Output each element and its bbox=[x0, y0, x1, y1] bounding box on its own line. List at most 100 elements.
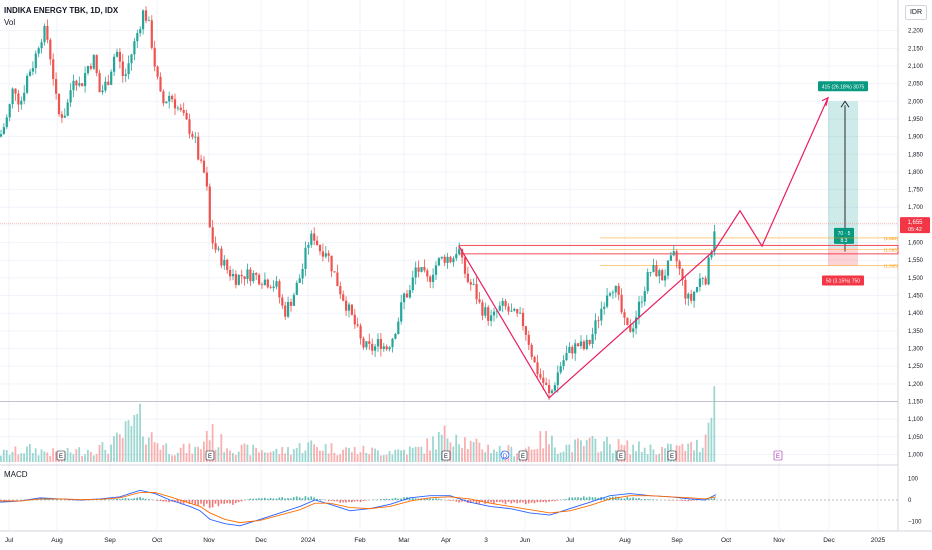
time-tick-label: Sep bbox=[671, 537, 683, 544]
candle-body bbox=[455, 253, 458, 259]
volume-bar bbox=[278, 454, 281, 462]
target-label-box bbox=[818, 81, 868, 92]
candle-body bbox=[26, 75, 29, 93]
candle-body bbox=[568, 346, 571, 353]
macd-hist-bar bbox=[284, 498, 286, 500]
volume-bar bbox=[646, 454, 649, 462]
candle-body bbox=[327, 253, 330, 256]
candle-body bbox=[339, 286, 342, 295]
volume-bar bbox=[406, 454, 408, 462]
candle-body bbox=[516, 309, 519, 314]
price-axis[interactable]: 1,000 1,050 1,100 1,150 1,200 1,250 1,300 1,350… bbox=[908, 29, 924, 459]
candle-body bbox=[545, 382, 548, 385]
candle-body bbox=[234, 274, 237, 285]
currency-button[interactable]: IDR bbox=[905, 5, 927, 20]
price-tick-label: 1,150 bbox=[908, 399, 924, 405]
macd-hist-bar bbox=[124, 498, 127, 500]
candle-body bbox=[579, 341, 583, 347]
candle-body bbox=[121, 61, 124, 76]
time-tick-label: Jun bbox=[520, 537, 531, 544]
candle-body bbox=[655, 265, 658, 277]
candle-body bbox=[63, 115, 66, 118]
volume-bar bbox=[350, 452, 353, 462]
candle-body bbox=[150, 20, 153, 48]
volume-bar bbox=[397, 449, 400, 462]
volume-bar bbox=[234, 454, 237, 462]
candle-body bbox=[666, 260, 670, 276]
volume-bar bbox=[298, 443, 301, 462]
symbol-title[interactable]: INDIKA ENERGY TBK, 1D, IDX bbox=[4, 6, 119, 15]
candle-body bbox=[635, 317, 638, 329]
volume-bar bbox=[693, 450, 695, 462]
volume-bar bbox=[411, 447, 414, 462]
macd-hist-bar bbox=[240, 500, 243, 502]
candle-body bbox=[606, 295, 609, 307]
volume-bar bbox=[365, 452, 368, 462]
macd-hist-bar bbox=[391, 498, 394, 500]
macd-hist-bar bbox=[556, 500, 559, 501]
candle-body bbox=[258, 274, 261, 285]
macd-hist-bar bbox=[269, 497, 272, 500]
volume-bar bbox=[606, 436, 608, 462]
macd-hist-bar bbox=[519, 500, 521, 503]
macd-hist-bar bbox=[272, 498, 275, 500]
macd-hist-bar bbox=[116, 498, 118, 500]
volume-bar bbox=[498, 445, 501, 462]
candle-body bbox=[594, 320, 597, 335]
volume-bar bbox=[385, 454, 388, 462]
candle-body bbox=[475, 283, 478, 300]
volume-bar bbox=[243, 443, 246, 462]
candle-body bbox=[365, 341, 368, 348]
macd-hist-bar bbox=[461, 500, 463, 502]
earnings-marker bbox=[616, 450, 626, 461]
candle-body bbox=[527, 334, 530, 345]
volume-bar bbox=[214, 449, 217, 462]
volume-bar bbox=[133, 414, 136, 462]
volume-bar bbox=[162, 445, 165, 462]
pattern-drawing[interactable] bbox=[458, 96, 829, 399]
candle-body bbox=[223, 259, 226, 266]
volume-bar bbox=[449, 442, 452, 462]
candle-body bbox=[533, 356, 536, 363]
candle-body bbox=[472, 283, 475, 285]
macd-hist-bar bbox=[298, 497, 301, 500]
candle-body bbox=[672, 251, 675, 256]
volume-bar bbox=[571, 452, 574, 462]
macd-hist-bar bbox=[469, 500, 472, 503]
volume-bar bbox=[159, 449, 162, 462]
macd-hist-bar bbox=[226, 500, 228, 504]
volume-bar bbox=[26, 446, 28, 462]
volume-bar bbox=[179, 447, 182, 462]
macd-hist-bar bbox=[684, 500, 687, 501]
volume-bar bbox=[150, 432, 153, 462]
volume-bar bbox=[98, 444, 101, 462]
volume-bar bbox=[321, 450, 324, 462]
volume-bar bbox=[113, 436, 115, 462]
v-pattern-line bbox=[458, 97, 829, 399]
volume-bar bbox=[49, 455, 52, 462]
volume-bar bbox=[345, 447, 347, 462]
candle-body bbox=[446, 256, 449, 263]
event-marker-label: E bbox=[444, 454, 448, 460]
candle-body bbox=[452, 258, 455, 263]
candle-body bbox=[678, 261, 681, 269]
volume-bar bbox=[147, 437, 150, 462]
macd-hist-bar bbox=[336, 500, 339, 502]
volume-bar bbox=[638, 441, 640, 462]
time-tick-label: Nov bbox=[773, 537, 785, 544]
volume-bar bbox=[577, 438, 579, 462]
candle-body bbox=[226, 259, 229, 270]
volume-bar bbox=[52, 448, 54, 462]
volume-bar bbox=[461, 448, 463, 462]
candle-body bbox=[550, 390, 554, 394]
volume-bar bbox=[40, 449, 43, 462]
time-axis[interactable]: Jul Aug Sep Oct Nov Dec 2024 Feb Mar Apr 3 Jun Jul Au… bbox=[5, 537, 886, 544]
volume-bar bbox=[687, 443, 690, 462]
macd-hist-bar bbox=[206, 500, 208, 504]
pattern-arrow-head bbox=[821, 96, 829, 106]
volume-bar bbox=[290, 454, 292, 462]
macd-hist-bar bbox=[8, 500, 11, 501]
candle-body bbox=[95, 55, 98, 74]
